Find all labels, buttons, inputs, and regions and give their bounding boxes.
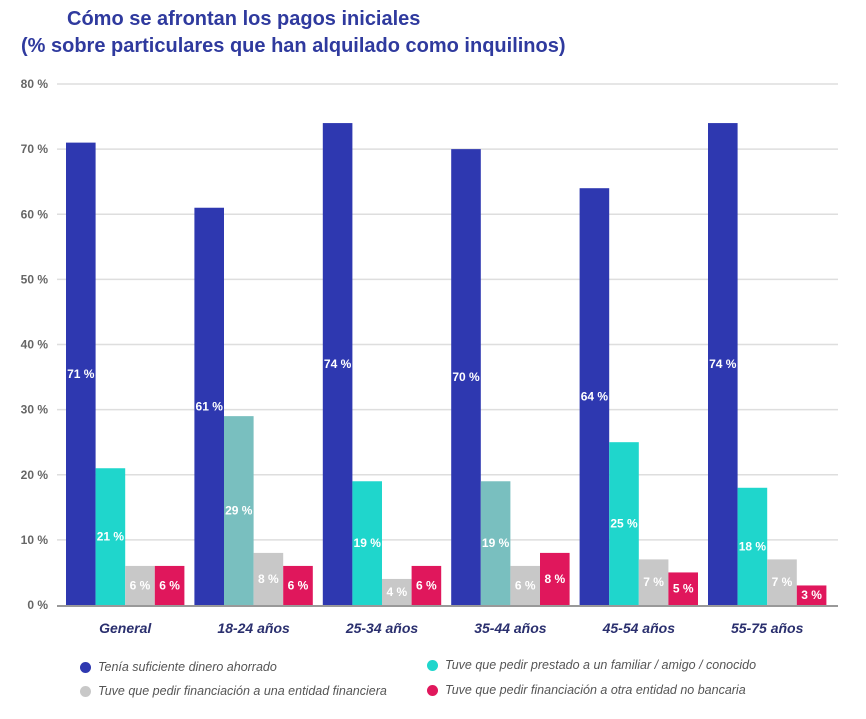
data-label: 6 % (159, 578, 180, 592)
data-label: 18 % (739, 539, 767, 553)
bar (352, 481, 382, 605)
y-tick-label: 70 % (21, 142, 49, 156)
legend-item-2: Tuve que pedir financiación a una entida… (80, 684, 387, 698)
x-category-label: 18-24 años (217, 620, 290, 636)
y-tick-label: 50 % (21, 272, 49, 286)
bar (579, 188, 610, 605)
legend-label: Tuve que pedir prestado a un familiar / … (445, 658, 757, 672)
data-label: 6 % (288, 578, 309, 592)
y-tick-label: 0 % (27, 598, 48, 612)
data-label: 61 % (196, 399, 224, 413)
data-label: 19 % (354, 536, 382, 550)
legend-dot-icon (427, 684, 438, 696)
x-category-label: 45-54 años (602, 620, 676, 636)
bar (194, 207, 224, 606)
data-label: 7 % (643, 575, 664, 589)
y-tick-label: 30 % (21, 403, 49, 417)
bar (638, 559, 669, 605)
bar (283, 565, 313, 605)
legend-dot-icon (80, 661, 91, 673)
data-label: 74 % (324, 357, 352, 371)
bar (95, 468, 126, 605)
data-label: 71 % (67, 367, 95, 381)
bar (767, 559, 797, 605)
bar (66, 142, 96, 606)
data-label: 21 % (97, 530, 125, 544)
data-label: 3 % (801, 588, 822, 602)
bar (480, 481, 511, 605)
legend-dot-icon (80, 685, 91, 697)
bar (411, 565, 442, 605)
legend-label: Tuve que pedir financiación a una entida… (98, 684, 387, 698)
data-label: 6 % (130, 578, 151, 592)
legend-dot-icon (427, 659, 438, 671)
bar (322, 123, 353, 605)
legend-label: Tuve que pedir financiación a otra entid… (445, 683, 746, 697)
x-category-label: 35-44 años (474, 620, 547, 636)
data-label: 4 % (386, 585, 407, 599)
chart-title: Cómo se afrontan los pagos iniciales (% … (0, 6, 600, 60)
bar (796, 585, 827, 605)
data-label: 6 % (416, 578, 437, 592)
legend-item-3: Tuve que pedir financiación a otra entid… (427, 683, 746, 697)
data-label: 6 % (515, 578, 536, 592)
bar (253, 552, 284, 605)
bar (510, 565, 540, 605)
x-category-label: 55-75 años (731, 620, 804, 636)
y-tick-label: 60 % (21, 207, 49, 221)
legend-item-0: Tenía suficiente dinero ahorrado (80, 660, 277, 674)
bar (609, 442, 639, 605)
data-label: 7 % (772, 575, 793, 589)
y-tick-label: 20 % (21, 468, 49, 482)
bar (708, 123, 738, 605)
data-label: 74 % (709, 357, 737, 371)
bar (382, 578, 412, 605)
bar (737, 487, 768, 605)
bar (540, 552, 570, 605)
data-label: 5 % (673, 582, 694, 596)
legend-item-1: Tuve que pedir prestado a un familiar / … (427, 658, 756, 672)
bar (125, 565, 155, 605)
data-label: 8 % (258, 572, 279, 586)
y-tick-label: 80 % (21, 77, 49, 91)
data-label: 64 % (581, 390, 609, 404)
x-category-label: 25-34 años (345, 620, 419, 636)
subtitle: (% sobre particulares que han alquilado … (21, 35, 566, 57)
data-label: 25 % (610, 517, 638, 531)
bar (154, 565, 185, 605)
legend-label: Tenía suficiente dinero ahorrado (98, 660, 277, 674)
bar (451, 149, 481, 605)
y-tick-label: 10 % (21, 533, 49, 547)
bar (668, 572, 698, 605)
y-tick-label: 40 % (21, 338, 49, 352)
data-label: 70 % (452, 370, 480, 384)
bar (224, 416, 254, 605)
data-label: 8 % (544, 572, 565, 586)
data-label: 19 % (482, 536, 510, 550)
data-label: 29 % (225, 504, 253, 518)
title: Cómo se afrontan los pagos iniciales (67, 8, 421, 30)
x-category-label: General (99, 620, 152, 636)
